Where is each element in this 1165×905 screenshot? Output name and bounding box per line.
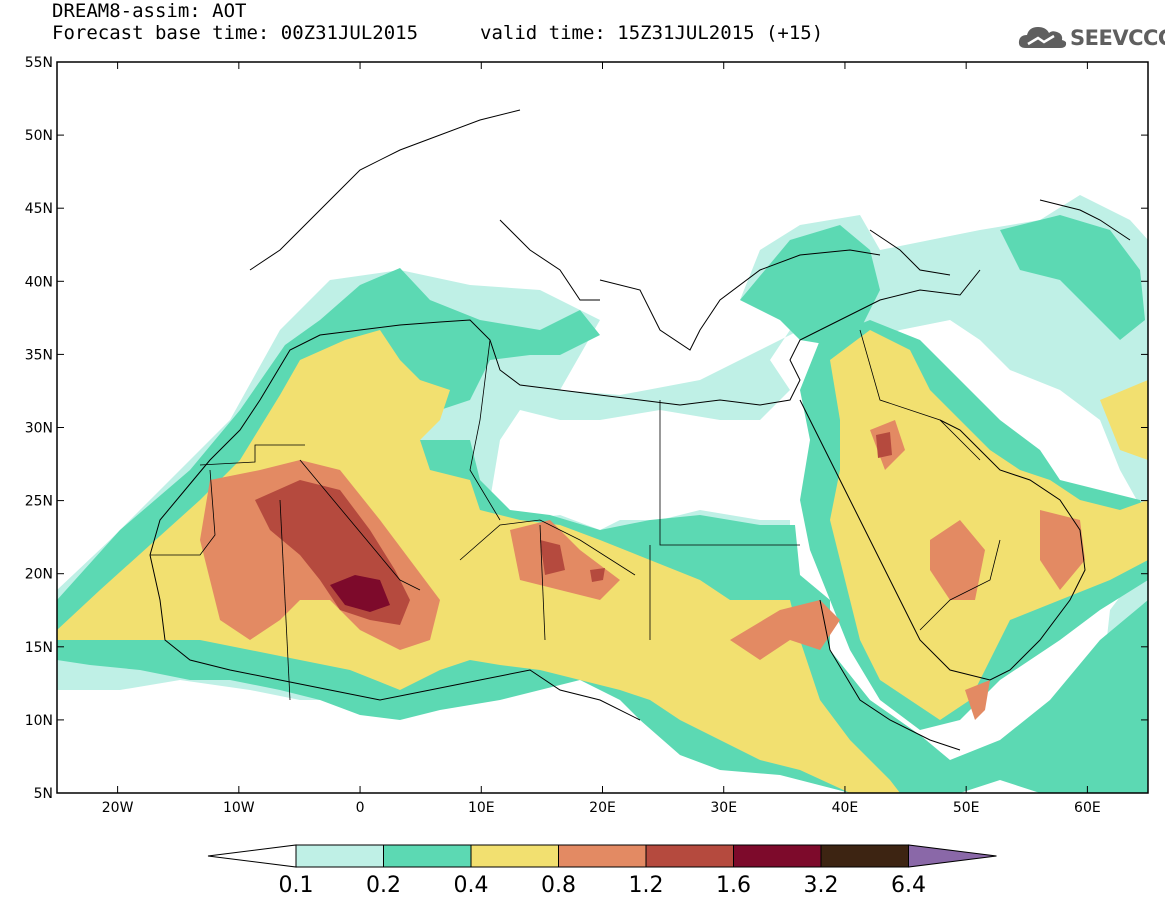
lat-tick-label: 20N [25, 567, 53, 583]
seevccc-logo: SEEVCCC [1018, 22, 1165, 54]
lat-tick-label: 25N [25, 494, 53, 510]
colorbar-swatch [383, 844, 472, 868]
colorbar-level-label: 0.4 [454, 873, 489, 898]
lon-tick-label: 0 [356, 800, 365, 816]
lon-tick-label: 20W [102, 800, 134, 816]
map-title: DREAM8-assim: AOT [52, 0, 247, 22]
lon-tick-label: 40E [832, 800, 859, 816]
logo-text: SEEVCCC [1070, 26, 1165, 50]
lat-tick-label: 5N [34, 786, 53, 802]
colorbar-level-label: 0.8 [541, 873, 576, 898]
lat-tick-label: 55N [25, 55, 53, 71]
colorbar-level-label: 1.6 [716, 873, 751, 898]
lat-tick-label: 30N [25, 421, 53, 437]
lat-tick-label: 45N [25, 201, 53, 217]
valid-time: valid time: 15Z31JUL2015 (+15) [480, 22, 824, 44]
country-borders [150, 329, 1001, 701]
lat-tick-label: 15N [25, 640, 53, 656]
colorbar-above-arrow [908, 844, 997, 868]
colorbar-level-label: 3.2 [804, 873, 839, 898]
lon-tick-label: 10E [468, 800, 495, 816]
colorbar-swatch [295, 844, 384, 868]
longitude-axis: 20W 10W 0 10E 20E 30E 40E 50E 60E [102, 62, 1101, 816]
lon-tick-label: 50E [953, 800, 980, 816]
colorbar-swatch [820, 844, 909, 868]
colorbar-level-label: 6.4 [891, 873, 926, 898]
lon-tick-label: 20E [589, 800, 616, 816]
aot-colorbar: 0.1 0.2 0.4 0.8 1.2 1.6 3.2 6.4 [207, 844, 997, 898]
cloud-icon [1018, 27, 1067, 48]
lon-tick-label: 10W [223, 800, 255, 816]
colorbar-swatch [470, 844, 559, 868]
colorbar-below-arrow [207, 844, 297, 868]
forecast-base-time: Forecast base time: 00Z31JUL2015 [52, 22, 419, 44]
aot-field [57, 109, 1148, 793]
coastlines [149, 109, 1131, 751]
colorbar-swatch [558, 844, 647, 868]
colorbar-level-label: 0.1 [279, 873, 314, 898]
aot-contour-0.4 [57, 330, 1148, 793]
colorbar-level-label: 0.2 [366, 873, 401, 898]
latitude-axis: 55N 50N 45N 40N 35N 30N 25N 20N 15N 10N 5N [25, 55, 1148, 802]
aot-contour-1.6 [330, 575, 390, 612]
colorbar-swatch [733, 844, 822, 868]
lat-tick-label: 40N [25, 274, 53, 290]
lat-tick-label: 35N [25, 347, 53, 363]
lat-tick-label: 10N [25, 713, 53, 729]
lon-tick-label: 30E [710, 800, 737, 816]
lat-tick-label: 50N [25, 128, 53, 144]
colorbar-level-label: 1.2 [629, 873, 664, 898]
lon-tick-label: 60E [1074, 800, 1101, 816]
colorbar-swatch [645, 844, 734, 868]
